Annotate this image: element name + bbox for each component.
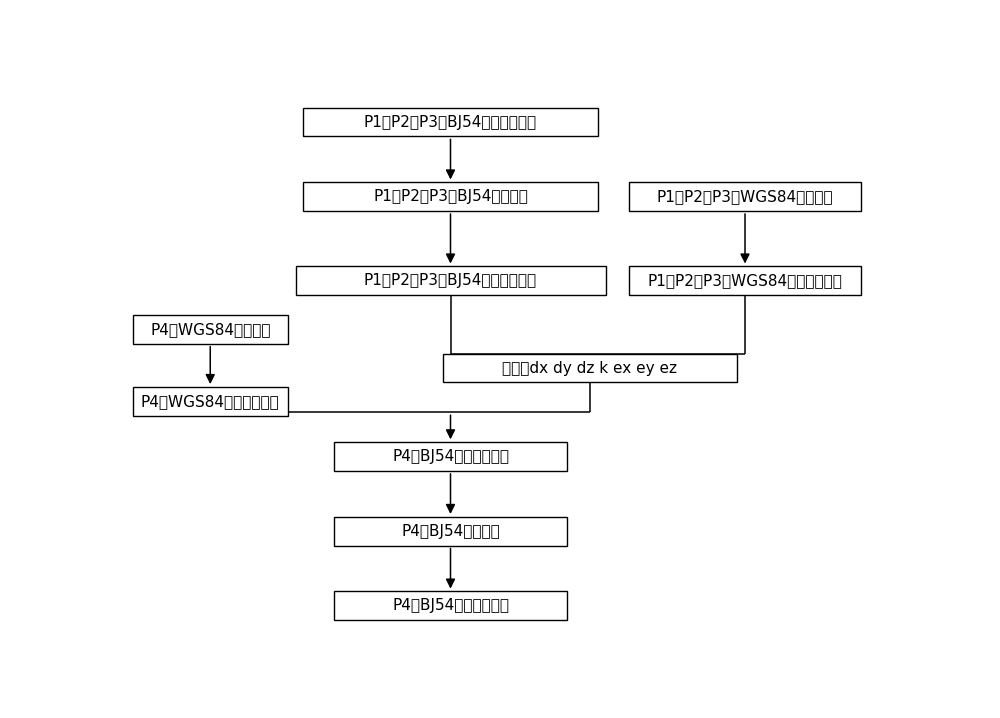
Text: P4点BJ54高斯平面投影: P4点BJ54高斯平面投影 [392,598,509,613]
FancyBboxPatch shape [334,517,567,546]
Text: P1、P2、P3点BJ54空间直角坐标: P1、P2、P3点BJ54空间直角坐标 [364,274,537,288]
Text: 七参数dx dy dz k ex ey ez: 七参数dx dy dz k ex ey ez [503,360,678,376]
FancyBboxPatch shape [296,266,606,295]
FancyBboxPatch shape [303,108,598,136]
Text: P4点BJ54大地坐标: P4点BJ54大地坐标 [401,523,500,538]
Text: P4点BJ54空间直角坐标: P4点BJ54空间直角坐标 [392,449,509,464]
FancyBboxPatch shape [629,182,861,211]
FancyBboxPatch shape [133,315,288,344]
FancyBboxPatch shape [303,182,598,211]
FancyBboxPatch shape [334,442,567,471]
Text: P4点WGS84空间直角坐标: P4点WGS84空间直角坐标 [141,393,280,409]
FancyBboxPatch shape [133,387,288,416]
Text: P4点WGS84大地坐标: P4点WGS84大地坐标 [150,322,270,337]
Text: P1、P2、P3点WGS84大地坐标: P1、P2、P3点WGS84大地坐标 [657,190,833,204]
Text: P1、P2、P3点BJ54高斯平面投影: P1、P2、P3点BJ54高斯平面投影 [364,115,537,129]
Text: P1、P2、P3点WGS84空间直角坐标: P1、P2、P3点WGS84空间直角坐标 [648,274,842,288]
FancyBboxPatch shape [629,266,861,295]
Text: P1、P2、P3点BJ54大地坐标: P1、P2、P3点BJ54大地坐标 [373,190,528,204]
FancyBboxPatch shape [443,354,737,383]
FancyBboxPatch shape [334,592,567,620]
